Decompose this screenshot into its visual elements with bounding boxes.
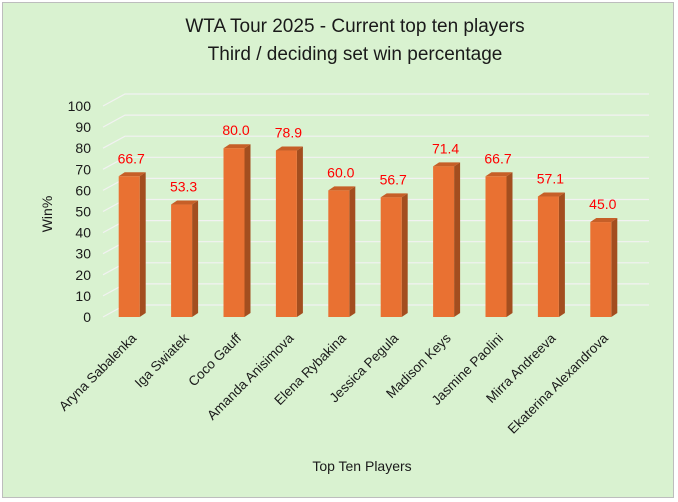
y-tick-label: 90	[75, 119, 91, 135]
bar-top	[590, 218, 618, 223]
gridline	[102, 93, 649, 107]
bar	[537, 196, 559, 317]
bar	[485, 176, 507, 317]
data-label: 45.0	[589, 196, 616, 212]
bar-side	[611, 218, 618, 317]
data-label: 56.7	[380, 171, 407, 187]
y-tick-label: 60	[75, 182, 91, 198]
bar-top	[328, 186, 356, 191]
y-axis-title: Win%	[39, 196, 55, 233]
y-tick-label: 100	[68, 98, 92, 114]
bar-top	[223, 144, 251, 149]
bar	[223, 148, 245, 317]
y-tick-label: 30	[75, 246, 91, 262]
bar-chart: 66.7 53.3 80.0 78.9 60.0 56.7 71.4 66.7 57.1 45.0…	[39, 16, 649, 474]
data-label: 80.0	[222, 122, 249, 138]
bar-side	[454, 162, 461, 317]
bar-top	[537, 192, 565, 197]
bar-side	[558, 192, 565, 317]
bar-top	[275, 146, 303, 151]
bar	[380, 197, 402, 317]
chart-title-line-1: WTA Tour 2025 - Current top ten players	[185, 16, 524, 37]
x-category-label: Amanda Anisimova	[204, 330, 297, 423]
gridline	[102, 135, 649, 149]
bar	[328, 190, 350, 317]
y-tick-label: 80	[75, 140, 91, 156]
bar	[118, 176, 140, 317]
y-tick-label: 70	[75, 161, 91, 177]
y-tick-label: 50	[75, 204, 91, 220]
bar-side	[506, 172, 513, 317]
y-tick-label: 40	[75, 225, 91, 241]
gridline	[102, 114, 649, 128]
bar-top	[380, 193, 408, 198]
bar-side	[192, 200, 199, 317]
y-tick-label: 10	[75, 288, 91, 304]
bar-top	[433, 162, 461, 167]
data-label: 66.7	[484, 150, 511, 166]
x-category-label: Iga Swiatek	[132, 330, 192, 390]
bar	[275, 150, 297, 317]
bar-side	[139, 172, 146, 317]
data-label: 71.4	[432, 140, 459, 156]
bar-side	[349, 186, 356, 317]
bar-top	[171, 200, 199, 205]
x-axis-title: Top Ten Players	[312, 458, 411, 474]
y-axis-ticks: 0 10 20 30 40 50 60 70 80 90 100	[68, 98, 92, 325]
bar	[433, 166, 455, 317]
bar	[171, 204, 193, 317]
data-label: 66.7	[118, 150, 145, 166]
bar-top	[118, 172, 146, 177]
bar-side	[401, 193, 408, 317]
y-tick-label: 20	[75, 267, 91, 283]
gridline	[102, 156, 649, 170]
data-label: 60.0	[327, 164, 354, 180]
x-category-label: Aryna Sabalenka	[56, 330, 140, 414]
bar-top	[485, 172, 513, 177]
chart-title-line-2: Third / deciding set win percentage	[208, 44, 503, 65]
y-tick-label: 0	[83, 309, 91, 325]
data-labels: 66.7 53.3 80.0 78.9 60.0 56.7 71.4 66.7 57.1 45.0	[118, 122, 617, 212]
data-label: 53.3	[170, 179, 197, 195]
bars	[118, 144, 618, 317]
bar-side	[244, 144, 251, 317]
data-label: 78.9	[275, 125, 302, 141]
x-category-label: Ekaterina Alexandrova	[505, 330, 611, 436]
data-label: 57.1	[537, 171, 564, 187]
bar	[590, 222, 612, 317]
bar-side	[296, 146, 303, 317]
chart-area: 66.7 53.3 80.0 78.9 60.0 56.7 71.4 66.7 57.1 45.0…	[2, 2, 674, 498]
